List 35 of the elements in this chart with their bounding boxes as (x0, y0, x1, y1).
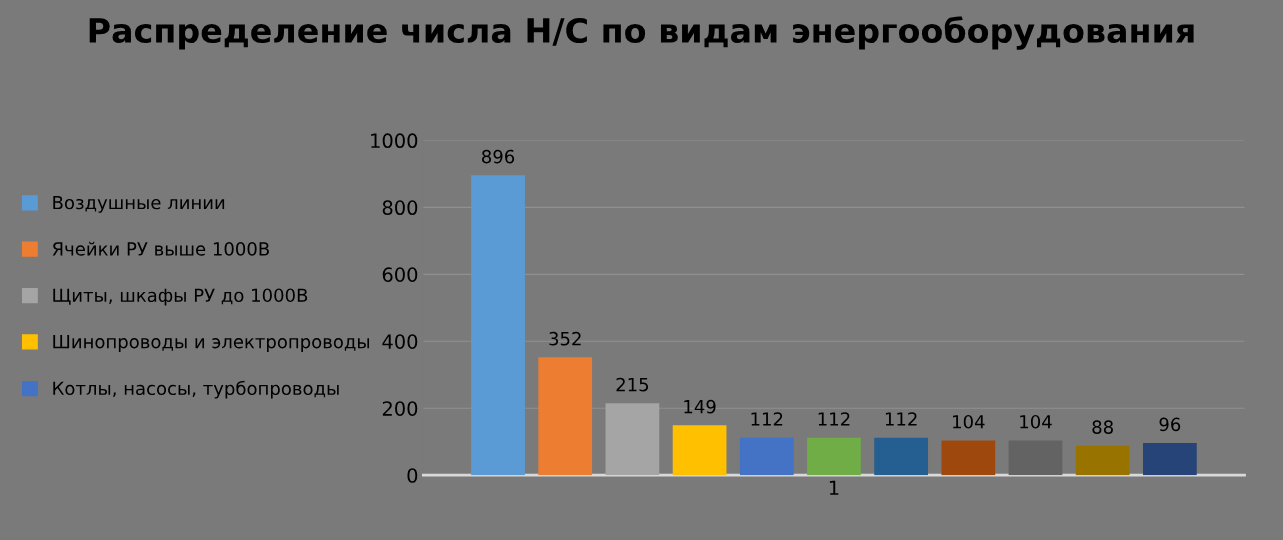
data-label: 104 (1020, 414, 1052, 429)
legend-label: Котлы, насосы, турбопроводы (53, 380, 339, 399)
legend-label: Щиты, шкафы РУ до 1000В (53, 288, 308, 306)
bar (1075, 445, 1130, 476)
legend-label: Ячейки РУ выше 1000В (52, 241, 269, 256)
x-tick-label: 1 (829, 480, 839, 495)
y-tick-label: 0 (407, 468, 418, 483)
y-tick-label: 1000 (371, 133, 418, 149)
bar (739, 437, 794, 476)
bar (471, 175, 525, 476)
data-label: 352 (549, 331, 581, 346)
bar (1008, 440, 1063, 476)
legend-label: Шинопроводы и электропроводы (53, 335, 370, 352)
data-label: 96 (1159, 417, 1181, 432)
data-label: 88 (1092, 420, 1113, 434)
y-tick-label: 400 (382, 334, 418, 349)
bar (538, 357, 593, 476)
chart-title: Распределение числа Н/С по видам энергооборудования (89, 16, 1194, 50)
y-tick-label: 800 (382, 200, 418, 216)
bar (807, 437, 861, 476)
data-label: 215 (616, 377, 649, 392)
y-tick-label: 600 (382, 267, 418, 282)
data-label: 896 (482, 149, 515, 164)
y-tick-label: 200 (382, 401, 418, 416)
bar (941, 440, 996, 476)
data-label: 112 (885, 412, 917, 426)
data-label: 104 (953, 414, 985, 429)
bar (605, 403, 660, 476)
bar (672, 425, 727, 476)
bar (1142, 443, 1197, 476)
data-label: 112 (751, 412, 783, 426)
data-label: 112 (818, 412, 850, 426)
data-label: 149 (684, 399, 716, 414)
bar (874, 437, 929, 476)
legend-label: Воздушные линии (53, 195, 225, 213)
